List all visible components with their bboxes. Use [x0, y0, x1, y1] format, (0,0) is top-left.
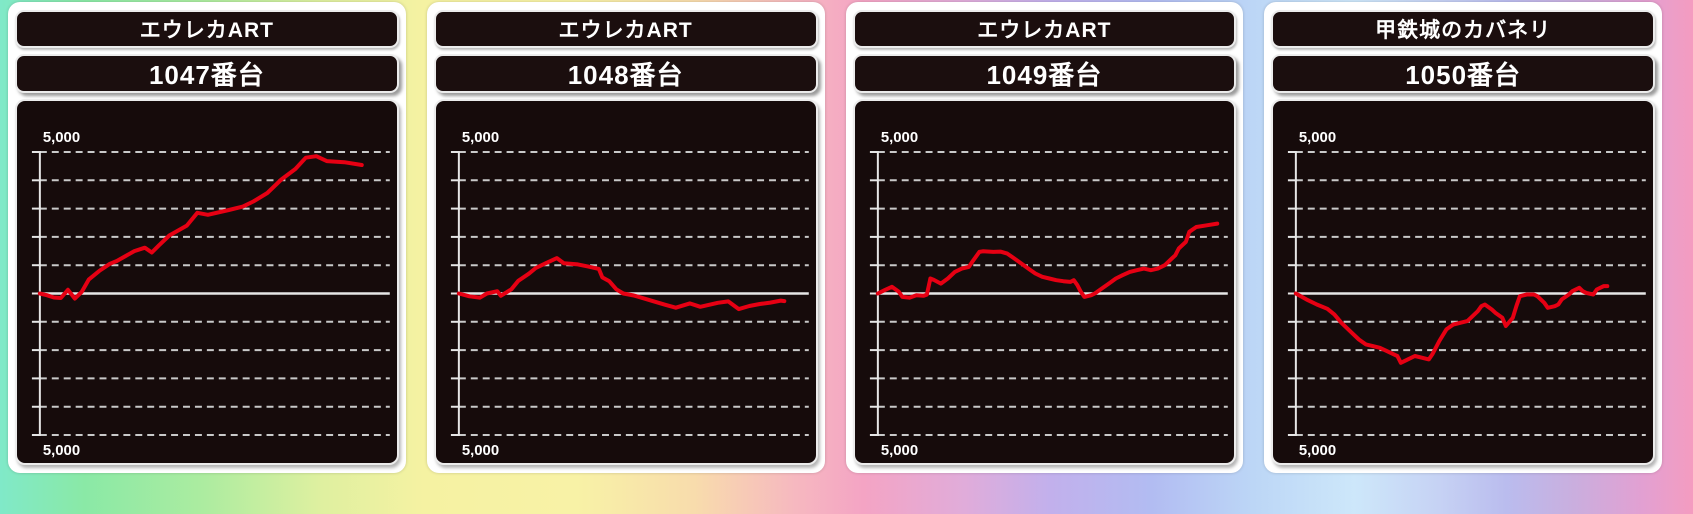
slump-graph-svg: 5,000 5,000 — [869, 129, 1228, 459]
slump-graph-1048: 5,000 5,000 — [433, 99, 818, 465]
slump-graph-svg: 5,000 5,000 — [450, 129, 809, 459]
unit-number-label: 1047番台 — [148, 60, 265, 90]
machine-panel-1047[interactable]: エウレカART 1047番台 5,000 5,000 — [8, 2, 406, 473]
unit-number-label: 1048番台 — [567, 60, 684, 90]
svg-text:5,000: 5,000 — [1299, 442, 1336, 459]
unit-number-box: 1050番台 — [1271, 54, 1655, 93]
slump-graph-1047: 5,000 5,000 — [15, 99, 399, 465]
slump-graph-1049: 5,000 5,000 — [852, 99, 1237, 465]
svg-text:5,000: 5,000 — [43, 442, 80, 459]
svg-text:5,000: 5,000 — [880, 129, 917, 146]
unit-number-label: 1050番台 — [1405, 60, 1522, 90]
unit-number-label: 1049番台 — [986, 60, 1103, 90]
machine-panels-row: エウレカART 1047番台 5,000 5,000 エウレカART 1048番台… — [8, 2, 1662, 473]
machine-panel-1050[interactable]: 甲鉄城のカバネリ 1050番台 5,000 5,000 — [1264, 2, 1662, 473]
machine-name-box: エウレカART — [433, 10, 818, 48]
svg-text:5,000: 5,000 — [462, 129, 499, 146]
machine-name-box: 甲鉄城のカバネリ — [1271, 10, 1655, 48]
slump-graph-1050: 5,000 5,000 — [1271, 99, 1655, 465]
svg-text:5,000: 5,000 — [1299, 129, 1336, 146]
slump-graph-svg: 5,000 5,000 — [1288, 129, 1647, 459]
machine-name-box: エウレカART — [852, 10, 1237, 48]
machine-name-label: エウレカART — [977, 19, 1112, 42]
machine-panel-1049[interactable]: エウレカART 1049番台 5,000 5,000 — [845, 2, 1244, 473]
machine-name-label: エウレカART — [139, 19, 274, 42]
unit-number-box: 1047番台 — [15, 54, 399, 93]
slump-graph-svg: 5,000 5,000 — [31, 129, 390, 459]
machine-name-label: エウレカART — [558, 19, 693, 42]
machine-panel-1048[interactable]: エウレカART 1048番台 5,000 5,000 — [426, 2, 825, 473]
machine-name-label: 甲鉄城のカバネリ — [1375, 19, 1552, 42]
svg-text:5,000: 5,000 — [880, 442, 917, 459]
unit-number-box: 1049番台 — [852, 54, 1237, 93]
svg-text:5,000: 5,000 — [43, 129, 80, 146]
svg-text:5,000: 5,000 — [462, 442, 499, 459]
machine-name-box: エウレカART — [15, 10, 399, 48]
unit-number-box: 1048番台 — [433, 54, 818, 93]
